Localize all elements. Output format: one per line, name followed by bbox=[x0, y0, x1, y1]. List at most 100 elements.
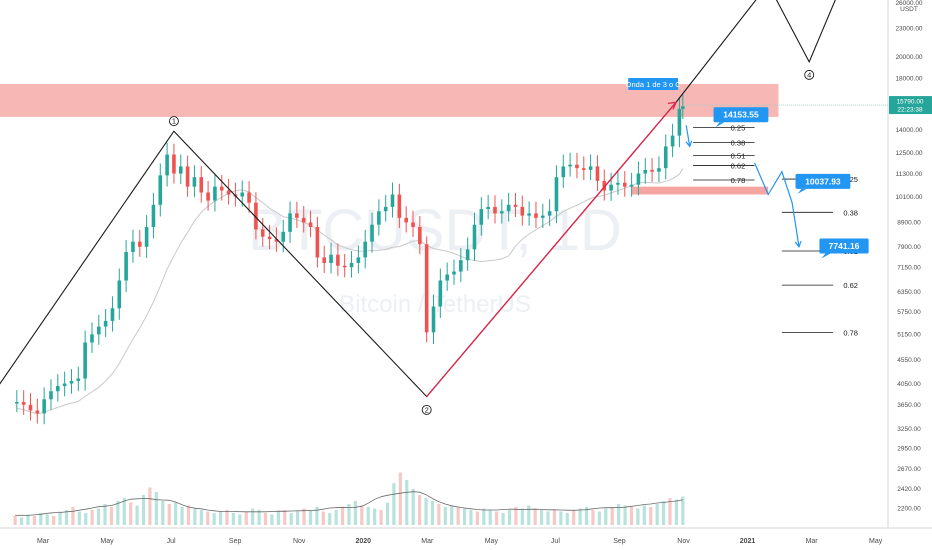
annotation-onda: Onda 1 de 3 o C bbox=[626, 78, 682, 91]
volume-bar bbox=[186, 505, 191, 525]
candle-body bbox=[506, 204, 511, 212]
candle-body bbox=[643, 169, 648, 174]
volume-bar bbox=[475, 511, 479, 525]
price-tick-label: 20000.00 bbox=[895, 54, 922, 61]
price-callout-text: 14153.55 bbox=[723, 110, 759, 120]
candle-body bbox=[254, 202, 258, 230]
volume-bar bbox=[26, 514, 30, 525]
candle-body bbox=[42, 399, 46, 414]
volume-bar bbox=[283, 510, 287, 525]
price-callout-text: 7741.16 bbox=[829, 241, 860, 251]
volume-bar bbox=[308, 510, 313, 525]
price-tick-label: 12500.00 bbox=[895, 150, 922, 157]
volume-bar bbox=[77, 511, 81, 525]
currency-label: USDT bbox=[900, 6, 918, 13]
volume-bar bbox=[122, 498, 126, 525]
price-tick-label: 23000.00 bbox=[895, 25, 922, 32]
price-axis[interactable]: USDT 2200.00 2420.00 2670.00 2950.00 3250.00 3… bbox=[887, 0, 932, 550]
candle-body bbox=[500, 211, 504, 214]
candle-body bbox=[404, 217, 408, 223]
price-tick-label: 5150.00 bbox=[897, 332, 921, 339]
volume-bar bbox=[617, 504, 621, 525]
candle-body bbox=[397, 194, 402, 218]
price-tick-label: 7900.00 bbox=[897, 244, 921, 251]
candle-body bbox=[356, 257, 361, 263]
candle-body bbox=[117, 280, 122, 309]
volume-bar bbox=[231, 513, 236, 525]
candle-body bbox=[322, 257, 327, 263]
volume-bar bbox=[578, 508, 582, 525]
candle-body bbox=[390, 194, 395, 207]
candle-body bbox=[459, 260, 463, 272]
volume-bar bbox=[591, 510, 595, 525]
candle-body bbox=[213, 186, 217, 201]
candle-body bbox=[609, 184, 613, 191]
volume-bar bbox=[546, 511, 550, 525]
price-axis-bg bbox=[888, 0, 932, 550]
volume-bar bbox=[154, 492, 158, 525]
volume-bar bbox=[58, 511, 62, 525]
volume-bar bbox=[520, 508, 524, 525]
candle-body bbox=[486, 206, 490, 210]
candle-body bbox=[35, 410, 40, 414]
price-callout-tail bbox=[797, 188, 807, 194]
volume-bar bbox=[539, 510, 544, 525]
candle-body bbox=[493, 206, 497, 214]
candle-body bbox=[431, 306, 436, 333]
candle-body bbox=[677, 108, 682, 136]
price-tick-label: 8900.00 bbox=[897, 220, 921, 227]
volume-bar bbox=[238, 514, 242, 525]
volume-bar bbox=[392, 483, 396, 525]
volume-bar bbox=[360, 505, 364, 525]
candle-body bbox=[219, 186, 224, 191]
volume-bar bbox=[199, 510, 203, 525]
price-callout-bg bbox=[713, 107, 769, 123]
candle-body bbox=[281, 231, 286, 242]
volume-layer bbox=[13, 472, 685, 525]
volume-bar bbox=[443, 507, 447, 525]
volume-bar bbox=[225, 510, 229, 525]
volume-bar bbox=[430, 501, 435, 525]
volume-bar bbox=[340, 507, 345, 525]
candle-body bbox=[418, 227, 422, 245]
wave-label-text: 1 bbox=[172, 117, 176, 126]
time-tick-label: May bbox=[869, 538, 883, 545]
fib-level-label: 0.62 bbox=[843, 281, 858, 290]
price-tick-label: 5750.00 bbox=[897, 309, 921, 316]
volume-bar bbox=[597, 511, 601, 525]
price-callout: 10037.93 bbox=[795, 173, 851, 194]
volume-bar bbox=[514, 507, 518, 525]
volume-bar bbox=[206, 511, 210, 525]
volume-bar bbox=[296, 511, 300, 525]
candle-body bbox=[144, 227, 149, 247]
projection-arrowhead bbox=[794, 240, 802, 249]
volume-bar bbox=[674, 499, 679, 525]
red-trend-arrowhead bbox=[667, 101, 678, 110]
candle-body bbox=[370, 224, 374, 242]
candle-body bbox=[520, 206, 525, 216]
volume-bar bbox=[385, 502, 390, 525]
volume-bar bbox=[379, 510, 383, 525]
volume-bar bbox=[417, 495, 422, 525]
volume-bar bbox=[45, 514, 49, 525]
volume-bar bbox=[39, 513, 43, 525]
volume-bar bbox=[533, 508, 537, 525]
price-tick-label: 2670.00 bbox=[897, 466, 921, 473]
candle-body bbox=[541, 215, 545, 218]
volume-bar bbox=[462, 508, 467, 525]
candle-body bbox=[76, 378, 81, 382]
volume-bar bbox=[167, 504, 171, 525]
volume-bar bbox=[141, 495, 146, 525]
candle-body bbox=[616, 182, 620, 185]
volume-bar bbox=[71, 507, 75, 525]
candle-body bbox=[178, 166, 183, 174]
volume-bar bbox=[321, 511, 325, 525]
candle-body bbox=[131, 241, 135, 253]
time-axis[interactable]: Mar May Jul Sep Nov 2020 Mar May Jul Sep Nov 2021 Ma… bbox=[0, 527, 932, 545]
candles-layer bbox=[15, 94, 685, 425]
volume-bar bbox=[270, 514, 274, 525]
volume-bar bbox=[263, 513, 268, 525]
volume-bar bbox=[302, 508, 306, 525]
annotation-text: Onda 1 de 3 o C bbox=[626, 80, 682, 89]
